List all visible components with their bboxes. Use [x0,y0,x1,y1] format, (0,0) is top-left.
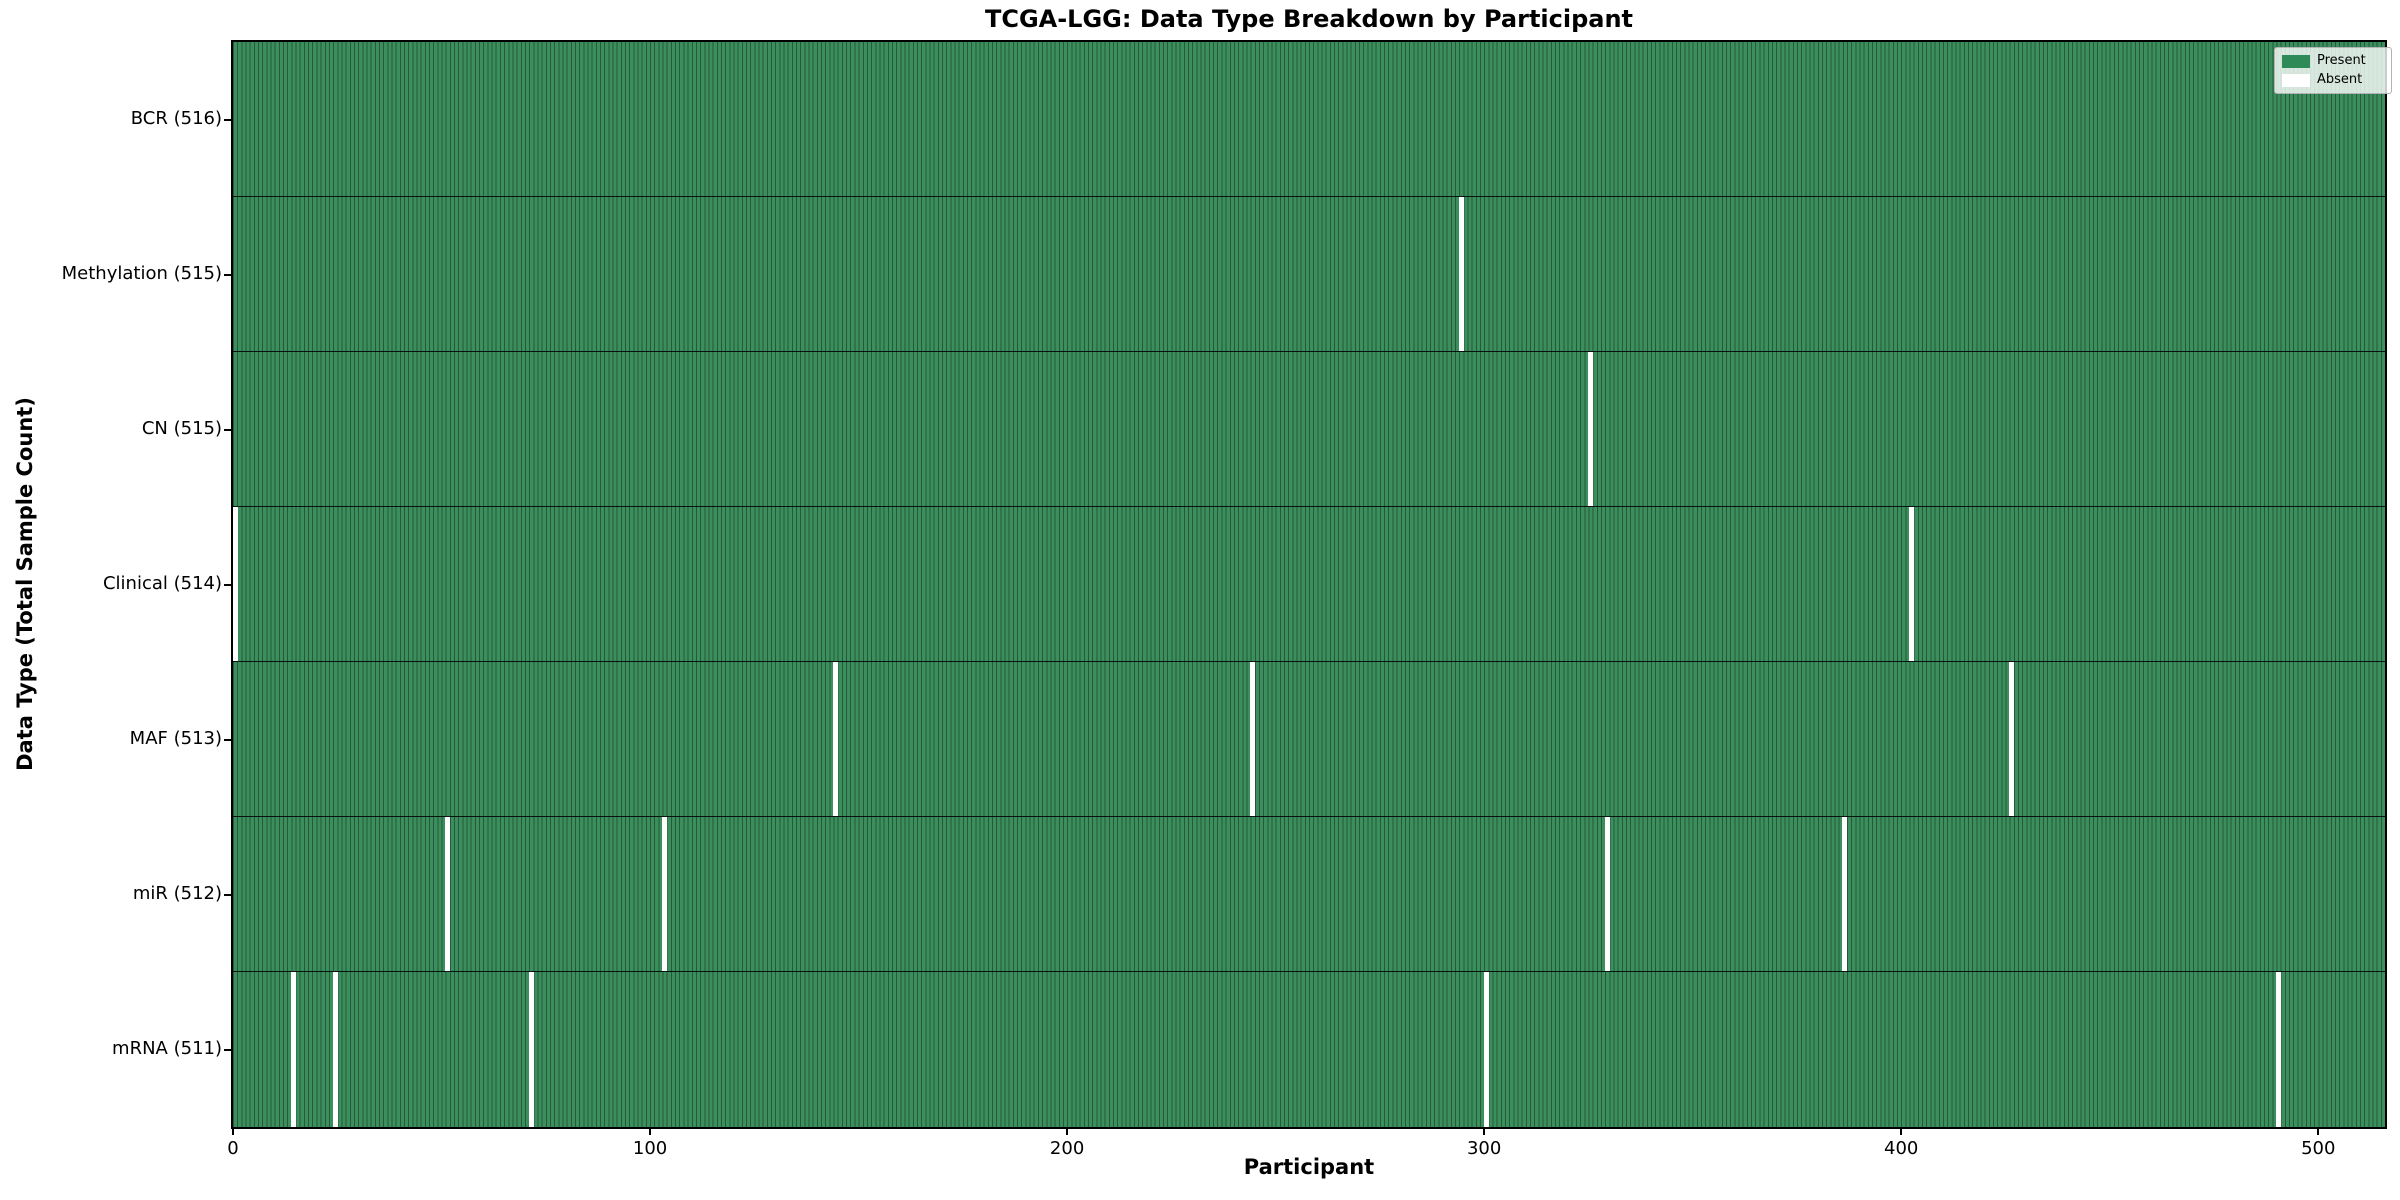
chart-title: TCGA-LGG: Data Type Breakdown by Partici… [984,5,1634,33]
absent-marker [1588,352,1593,506]
heatmap-row-methylation [233,197,2385,352]
legend-item-absent: Absent [2282,73,2384,87]
y-tick-label: mRNA (511) [112,1037,222,1059]
absent-marker [662,817,668,971]
absent-marker [528,972,534,1127]
absent-swatch-icon [2282,73,2310,87]
y-tick-mark [224,273,232,276]
absent-marker [1909,507,1915,661]
legend-label-absent: Absent [2317,72,2363,87]
absent-marker [1842,817,1848,971]
absent-marker [1483,972,1489,1127]
x-tick-label: 200 [1049,1138,1085,1159]
y-tick-label: Clinical (514) [102,572,222,594]
heatmap-row-mir [233,817,2385,972]
absent-marker [2276,972,2282,1127]
y-tick-label: miR (512) [132,882,222,904]
x-tick-label: 500 [2301,1138,2336,1159]
absent-marker [1250,662,1256,816]
absent-marker [445,817,451,971]
absent-marker [332,972,338,1127]
present-swatch-icon [2282,54,2310,68]
heatmap-row-clinical [233,507,2385,662]
legend: Present Absent [2274,47,2392,94]
heatmap-row-bcr [233,42,2385,197]
x-tick-label: 100 [632,1138,668,1159]
legend-label-present: Present [2317,53,2366,68]
x-tick-label: 0 [227,1138,239,1159]
y-tick-mark [224,428,232,431]
x-tick-label: 400 [1884,1138,1919,1159]
x-tick-mark [232,1127,234,1135]
y-tick-mark [224,583,232,586]
y-tick-label: CN (515) [141,417,222,439]
y-tick-label: Methylation (515) [61,262,222,284]
absent-marker [1604,817,1610,971]
legend-item-present: Present [2282,54,2384,68]
absent-marker [1458,197,1464,351]
x-tick-mark [1066,1127,1069,1135]
plot-area [231,40,2387,1129]
y-tick-mark [224,738,232,741]
x-axis-label: Participant [1243,1155,1375,1179]
x-tick-mark [1483,1127,1486,1135]
absent-marker [833,662,839,816]
y-tick-label: MAF (513) [129,727,222,749]
x-tick-mark [649,1127,652,1135]
absent-marker [233,507,238,661]
heatmap-row-cn [233,352,2385,507]
heatmap-row-maf [233,662,2385,817]
heatmap-row-mrna [233,972,2385,1127]
x-tick-mark [1900,1127,1903,1135]
y-tick-mark [224,118,232,121]
x-tick-label: 300 [1466,1138,1502,1159]
y-tick-mark [224,893,232,896]
absent-marker [2009,662,2015,816]
absent-marker [290,972,296,1127]
x-tick-mark [2317,1127,2320,1135]
y-tick-mark [224,1048,232,1051]
y-tick-label: BCR (516) [130,107,222,129]
